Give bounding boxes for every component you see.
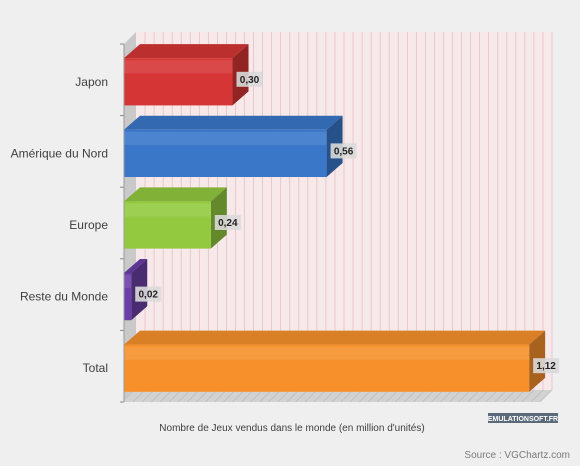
floor-grid-line: [530, 389, 544, 403]
value-label: 0,02: [135, 286, 162, 302]
value-label-text: 0,02: [139, 290, 159, 301]
value-label-box: [214, 215, 241, 230]
floor-grid-line: [277, 389, 291, 403]
floor-grid-line: [458, 389, 471, 403]
bar-3: [124, 187, 227, 249]
floor-grid-line: [232, 389, 245, 403]
x-axis-label: Nombre de Jeux vendus dans le monde (en …: [159, 423, 424, 434]
floor-grid-line: [503, 389, 517, 403]
floor-grid-line: [177, 389, 191, 403]
value-label-text: 0,30: [240, 75, 260, 86]
category-label: Amérique du Nord: [11, 146, 108, 160]
value-label: 0,56: [330, 143, 357, 159]
floor-grid-line: [196, 389, 209, 403]
bar-top-face: [124, 330, 546, 345]
watermark-logo: EMULATIONSOFT.FR: [488, 413, 558, 423]
category-label: Japon: [75, 75, 108, 89]
value-label-box: [533, 358, 560, 374]
floor-grid-line: [404, 389, 417, 403]
floor-grid-line: [168, 389, 182, 403]
watermark-text: EMULATIONSOFT.FR: [488, 416, 558, 423]
floor-grid-line: [376, 389, 390, 403]
value-label: 1,12: [533, 358, 560, 374]
value-labels: 0,30 0,56 0,24 0,02 1,12: [135, 71, 560, 374]
bar-1: [124, 44, 249, 106]
floor-grid-line: [304, 389, 318, 403]
floor-grid-line: [413, 389, 426, 403]
value-label-text: 0,56: [334, 146, 354, 157]
floor-grid-line: [440, 389, 453, 403]
bar-highlight: [124, 274, 132, 289]
bar-top-face: [124, 258, 148, 273]
source-note: Source : VGChartz.com: [464, 450, 570, 461]
floor-grid-line: [449, 389, 462, 403]
floor-grid-line: [259, 389, 272, 403]
floor-grid-line: [313, 389, 327, 403]
floor-grid-line: [494, 389, 508, 403]
floor-grid-line: [268, 389, 281, 403]
floor-grid-line: [485, 389, 499, 403]
floor-grid-line: [367, 389, 381, 403]
floor-grid-line: [241, 389, 254, 403]
floor-grid-line: [395, 389, 408, 403]
floor-grid-line: [141, 389, 155, 403]
floor-grid-line: [214, 389, 227, 403]
floor-grid-line: [331, 389, 345, 403]
value-label-text: 1,12: [536, 361, 556, 372]
bar-highlight: [124, 346, 530, 360]
floor-grid-line: [512, 389, 526, 403]
bar-top-face: [124, 115, 343, 130]
value-label-box: [330, 143, 357, 159]
floor-grid-line: [349, 389, 363, 403]
value-label-text: 0,24: [218, 218, 238, 229]
category-label: Reste du Monde: [20, 290, 108, 304]
bar-highlight: [124, 131, 327, 146]
value-label: 0,30: [236, 71, 263, 87]
bar-top-face: [124, 44, 249, 59]
floor-grid-line: [539, 389, 553, 403]
floor-grid-line: [322, 389, 336, 403]
floor-grid-line: [358, 389, 372, 403]
floor-grid-line: [431, 389, 444, 403]
bar-highlight: [124, 60, 233, 74]
floor-grid-line: [205, 389, 218, 403]
floor-grid-line: [476, 389, 489, 403]
category-labels: Japon Amérique du Nord Europe Reste du Mond…: [11, 43, 125, 403]
floor-grid-line: [467, 389, 480, 403]
floor-grid-line: [286, 389, 300, 403]
floor-grid-line: [159, 389, 173, 403]
floor-grid-line: [187, 389, 200, 403]
floor-grid-line: [223, 389, 236, 403]
floor-grid-line: [422, 389, 435, 403]
bar-5: [124, 330, 546, 392]
category-label: Europe: [69, 218, 108, 232]
floor-grid-line: [295, 389, 309, 403]
category-label: Total: [83, 361, 108, 375]
floor-grid-line: [150, 389, 164, 403]
value-label-box: [236, 71, 263, 87]
bars-group: [124, 44, 546, 392]
bar-front-face: [124, 272, 132, 321]
bar-top-face: [124, 187, 227, 202]
floor-grid-line: [340, 389, 354, 403]
value-label-box: [135, 286, 162, 302]
floor-grid-line: [250, 389, 263, 403]
floor-grid-line: [521, 389, 535, 403]
floor-grid-line: [385, 389, 399, 403]
floor-grid-line: [132, 389, 146, 403]
bar-highlight: [124, 203, 211, 217]
bar-2: [124, 115, 343, 178]
value-label: 0,24: [214, 215, 241, 230]
